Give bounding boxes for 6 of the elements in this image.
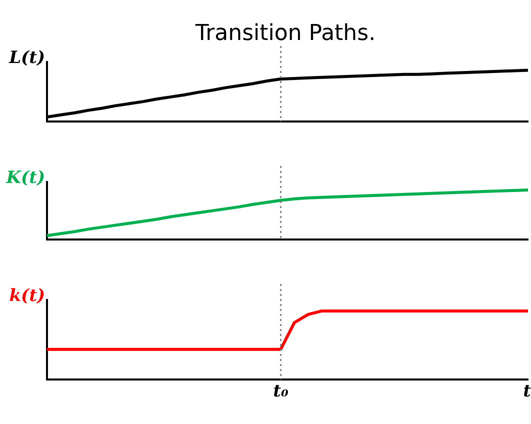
y-axis-title: k(t) [9, 286, 45, 306]
y-axis-title: K(t) [5, 168, 45, 188]
y-axis-title: L(t) [8, 48, 45, 68]
chart-title: Transition Paths. [194, 20, 377, 46]
x-axis-title: t [523, 382, 531, 402]
text: t₀ [273, 382, 289, 402]
